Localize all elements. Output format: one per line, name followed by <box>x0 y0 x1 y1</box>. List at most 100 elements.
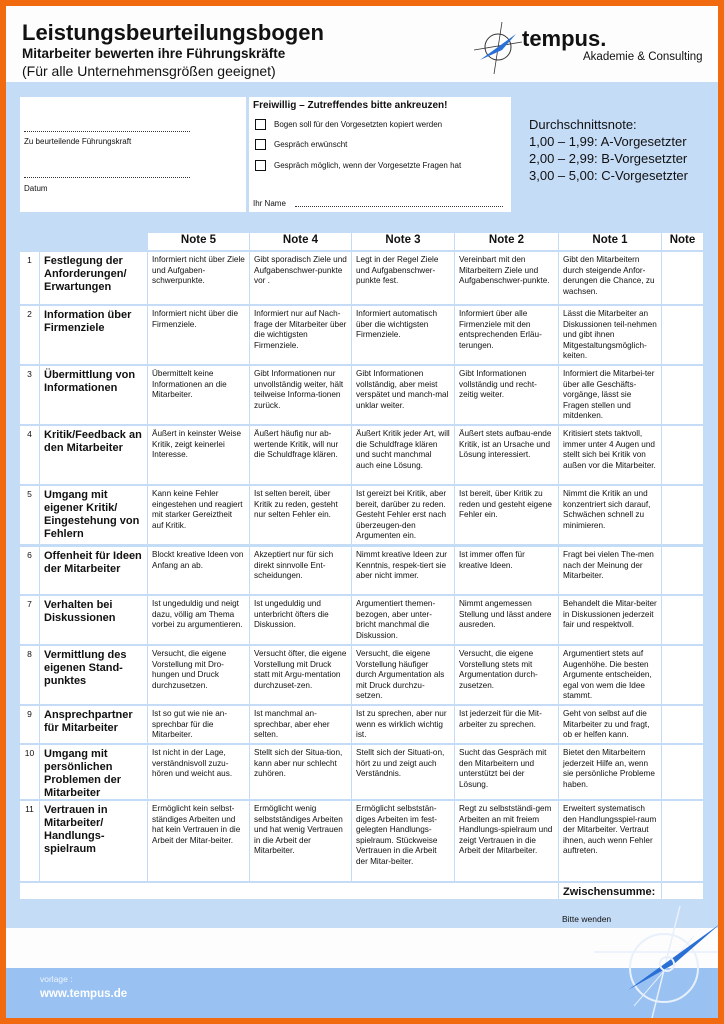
rating-description[interactable]: Gibt sporadisch Ziele und Aufgabenschwer… <box>250 252 351 304</box>
rating-description[interactable]: Ist selten bereit, über Kritik zu reden,… <box>250 486 351 544</box>
checkbox[interactable] <box>255 119 266 130</box>
option-copy[interactable]: Bogen soll für den Vorgesetzten kopiert … <box>255 119 442 130</box>
rating-description[interactable]: Informiert über alle Firmenziele mit den… <box>455 306 558 364</box>
rating-description[interactable]: Ist manchmal an-sprechbar, aber eher sel… <box>250 706 351 743</box>
rating-description[interactable]: Gibt den Mitarbeitern durch steigende An… <box>559 252 661 304</box>
row-number: 6 <box>20 547 39 594</box>
rating-description[interactable]: Ist bereit, über Kritik zu reden und ges… <box>455 486 558 544</box>
rating-description[interactable]: Nimmt kreative Ideen zur Kenntnis, respe… <box>352 547 454 594</box>
checkbox[interactable] <box>255 160 266 171</box>
date-field[interactable] <box>24 177 190 178</box>
grade-input[interactable] <box>662 745 703 799</box>
row-number: 11 <box>20 801 39 881</box>
subtitle-note: (Für alle Unternehmensgrößen geeignet) <box>22 63 276 79</box>
column-header: Note 2 <box>455 233 558 250</box>
rating-description[interactable]: Versucht, die eigene Vorstellung stets m… <box>455 646 558 704</box>
rating-description[interactable]: Kann keine Fehler eingestehen und reagie… <box>148 486 249 544</box>
grade-input[interactable] <box>662 366 703 424</box>
rating-description[interactable]: Ist jederzeit für die Mit-arbeiter zu sp… <box>455 706 558 743</box>
rating-description[interactable]: Lässt die Mitarbeiter an Diskussionen te… <box>559 306 661 364</box>
rating-description[interactable]: Versucht, die eigene Vorstellung häufige… <box>352 646 454 704</box>
leader-label: Zu beurteilende Führungskraft <box>24 137 132 146</box>
footer-band <box>6 968 718 1018</box>
scale-line: 2,00 – 2,99: B-Vorgesetzter <box>529 151 688 166</box>
rating-description[interactable]: Übermittelt keine Informationen an die M… <box>148 366 249 424</box>
grade-input[interactable] <box>662 801 703 881</box>
rating-description[interactable]: Ist gereizt bei Kritik, aber bereit, dar… <box>352 486 454 544</box>
rating-description[interactable]: Stellt sich der Situa-tion, kann aber nu… <box>250 745 351 799</box>
option-talk-wanted[interactable]: Gespräch erwünscht <box>255 139 347 150</box>
rating-description[interactable]: Versucht öfter, die eigene Vorstellung m… <box>250 646 351 704</box>
rating-description[interactable]: Informiert automatisch über die wichtigs… <box>352 306 454 364</box>
column-header: Note 4 <box>250 233 351 250</box>
grade-input[interactable] <box>662 547 703 594</box>
rating-description[interactable]: Informiert nicht über Ziele und Aufgaben… <box>148 252 249 304</box>
rating-description[interactable]: Erweitert systematisch den Handlungsspie… <box>559 801 661 881</box>
grade-input[interactable] <box>662 426 703 484</box>
scale-line: 3,00 – 5,00: C-Vorgesetzter <box>529 168 688 183</box>
rating-description[interactable]: Argumentiert themen-bezogen, aber unter-… <box>352 596 454 644</box>
vorlage-label: vorlage : <box>40 974 73 984</box>
rating-description[interactable]: Informiert die Mitarbei-ter über alle Ge… <box>559 366 661 424</box>
rating-description[interactable]: Informiert nicht über die Firmenziele. <box>148 306 249 364</box>
rating-description[interactable]: Regt zu selbstständi-gem Arbeiten an mit… <box>455 801 558 881</box>
rating-description[interactable]: Fragt bei vielen The-men nach der Meinun… <box>559 547 661 594</box>
rating-description[interactable]: Äußert Kritik jeder Art, will die Schuld… <box>352 426 454 484</box>
rating-description[interactable]: Gibt Informationen vollständig und recht… <box>455 366 558 424</box>
rating-description[interactable]: Legt in der Regel Ziele und Aufgabenschw… <box>352 252 454 304</box>
rating-description[interactable]: Äußert in keinster Weise Kritik, zeigt k… <box>148 426 249 484</box>
row-number: 10 <box>20 745 39 799</box>
rating-description[interactable]: Stellt sich der Situati-on, hört zu und … <box>352 745 454 799</box>
rating-description[interactable]: Geht von selbst auf die Mitarbeiter zu u… <box>559 706 661 743</box>
rating-description[interactable]: Nimmt die Kritik an und konzentriert sic… <box>559 486 661 544</box>
rating-description[interactable]: Gibt Informationen nur unvollständig wei… <box>250 366 351 424</box>
rating-description[interactable]: Ist zu sprechen, aber nur wenn es wirkli… <box>352 706 454 743</box>
row-number: 7 <box>20 596 39 644</box>
option-label: Bogen soll für den Vorgesetzten kopiert … <box>274 120 443 129</box>
column-header: Note 5 <box>148 233 249 250</box>
option-label: Gespräch erwünscht <box>274 140 348 149</box>
rating-description[interactable]: Ist nicht in der Lage, verständnisvoll z… <box>148 745 249 799</box>
rating-description[interactable]: Akzeptiert nur für sich direkt sinnvolle… <box>250 547 351 594</box>
name-field[interactable] <box>295 206 503 207</box>
rating-description[interactable]: Versucht, die eigene Vorstellung mit Dro… <box>148 646 249 704</box>
rating-description[interactable]: Vereinbart mit den Mitarbeitern Ziele un… <box>455 252 558 304</box>
rating-description[interactable]: Ermöglicht kein selbst-ständiges Arbeite… <box>148 801 249 881</box>
website-link[interactable]: www.tempus.de <box>40 988 128 1000</box>
grade-input[interactable] <box>662 252 703 304</box>
rating-description[interactable]: Blockt kreative Ideen von Anfang an ab. <box>148 547 249 594</box>
rating-description[interactable]: Nimmt angemessen Stellung und lässt ande… <box>455 596 558 644</box>
grade-input[interactable] <box>662 596 703 644</box>
row-number: 5 <box>20 486 39 544</box>
rating-description[interactable]: Bietet den Mitarbeitern jederzeit Hilfe … <box>559 745 661 799</box>
rating-description[interactable]: Gibt Informationen vollständig, aber mei… <box>352 366 454 424</box>
rating-description[interactable]: Äußert stets aufbau-ende Kritik, ist an … <box>455 426 558 484</box>
rating-description[interactable]: Ermöglicht selbststän-diges Arbeiten im … <box>352 801 454 881</box>
rating-description[interactable]: Ist ungeduldig und neigt dazu, völlig am… <box>148 596 249 644</box>
rating-description[interactable]: Argumentiert stets auf Augenhöhe. Die be… <box>559 646 661 704</box>
subtotal-input[interactable] <box>662 883 703 899</box>
grade-input[interactable] <box>662 646 703 704</box>
option-talk-possible[interactable]: Gespräch möglich, wenn der Vorgesetzte F… <box>255 160 461 171</box>
rating-description[interactable]: Äußert häufig nur ab-wertende Kritik, wi… <box>250 426 351 484</box>
rating-description[interactable]: Kritisiert stets taktvoll, immer unter 4… <box>559 426 661 484</box>
rating-description[interactable]: Ermöglicht wenig selbstständiges Arbeite… <box>250 801 351 881</box>
row-number: 4 <box>20 426 39 484</box>
leader-field[interactable] <box>24 131 190 132</box>
logo-name: tempus. <box>522 26 607 51</box>
compass-logo-icon <box>473 21 523 75</box>
grade-input[interactable] <box>662 706 703 743</box>
rating-description[interactable]: Sucht das Gespräch mit den Mitarbeitern … <box>455 745 558 799</box>
rating-description[interactable]: Ist ungeduldig und unterbricht öfters di… <box>250 596 351 644</box>
grade-input[interactable] <box>662 306 703 364</box>
rating-description[interactable]: Ist immer offen für kreative Ideen. <box>455 547 558 594</box>
leader-info-box: Zu beurteilende Führungskraft Datum <box>20 97 246 212</box>
rating-description[interactable]: Informiert nur auf Nach-frage der Mitarb… <box>250 306 351 364</box>
rating-description[interactable]: Ist so gut wie nie an-sprechbar für die … <box>148 706 249 743</box>
page-title: Leistungsbeurteilungsbogen <box>22 20 324 45</box>
grade-input[interactable] <box>662 486 703 544</box>
rating-description[interactable]: Behandelt die Mitar-beiter in Diskussion… <box>559 596 661 644</box>
row-number: 1 <box>20 252 39 304</box>
checkbox[interactable] <box>255 139 266 150</box>
criterion: Umgang mit persönlichen Problemen der Mi… <box>40 745 147 799</box>
